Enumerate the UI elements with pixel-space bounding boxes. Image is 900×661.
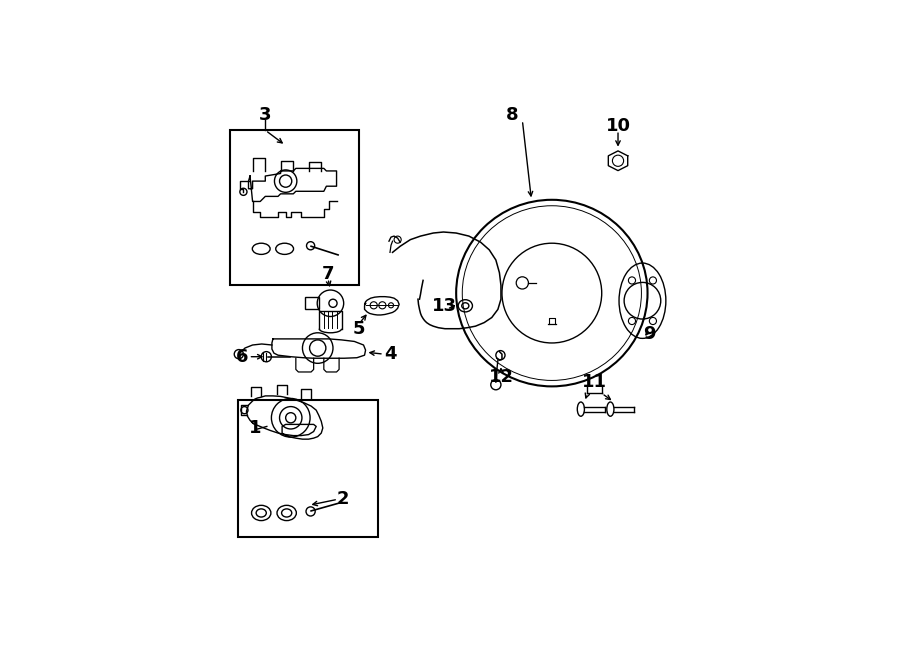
Text: 2: 2 xyxy=(337,490,349,508)
Text: 3: 3 xyxy=(259,106,272,124)
Bar xyxy=(238,400,378,537)
Bar xyxy=(305,297,320,309)
Text: 8: 8 xyxy=(506,106,518,124)
Text: 11: 11 xyxy=(582,373,608,391)
Text: 13: 13 xyxy=(432,297,457,315)
Text: 6: 6 xyxy=(236,348,248,366)
Text: 1: 1 xyxy=(249,419,261,437)
Text: 10: 10 xyxy=(606,117,631,135)
Bar xyxy=(230,130,359,286)
Text: 5: 5 xyxy=(352,320,365,338)
Text: 9: 9 xyxy=(644,325,656,343)
Text: 7: 7 xyxy=(321,265,334,283)
Text: 4: 4 xyxy=(383,345,396,363)
Text: 12: 12 xyxy=(489,368,513,386)
